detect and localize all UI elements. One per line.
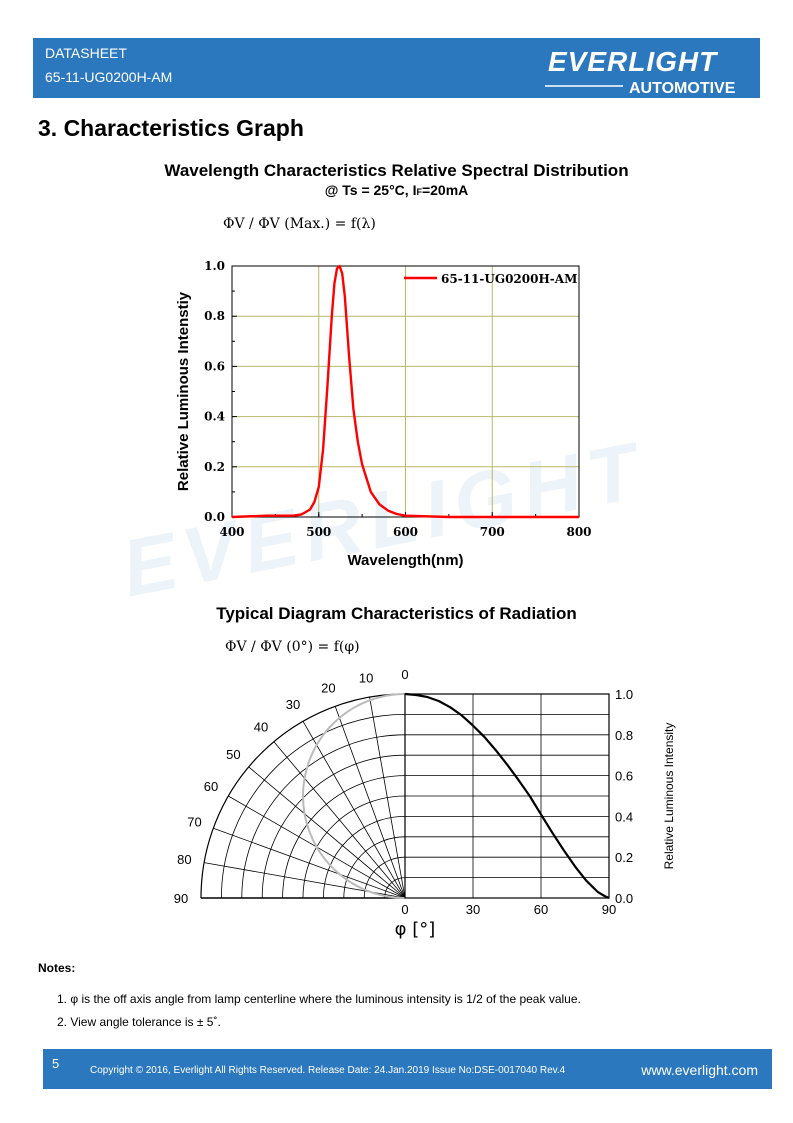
polar-angle-label: 90 bbox=[174, 891, 188, 906]
polar-ring bbox=[282, 775, 406, 899]
x-tick-label: 700 bbox=[480, 525, 505, 539]
footer-bar: 5 Copyright © 2016, Everlight All Rights… bbox=[43, 1049, 772, 1089]
header-bar: DATASHEET 65-11-UG0200H-AM EVERLIGHT AUT… bbox=[33, 38, 760, 98]
spectral-formula: ΦV / ΦV (Max.) = f(λ) bbox=[223, 216, 376, 232]
y-tick-label: 1.0 bbox=[615, 687, 633, 702]
polar-ring bbox=[302, 795, 406, 899]
y-tick-label: 0.4 bbox=[204, 410, 225, 424]
polar-ring bbox=[343, 836, 406, 899]
copyright-text: Copyright © 2016, Everlight All Rights R… bbox=[90, 1065, 566, 1076]
polar-angle-label: 30 bbox=[286, 697, 300, 712]
radiation-formula: ΦV / ΦV (0°) = f(φ) bbox=[225, 639, 360, 655]
polar-ring bbox=[200, 693, 406, 899]
radiation-chart-title: Typical Diagram Characteristics of Radia… bbox=[216, 604, 577, 623]
subtitle-sub: F bbox=[416, 187, 422, 197]
x-tick-label: 600 bbox=[393, 525, 418, 539]
polar-spoke bbox=[334, 706, 406, 899]
y-tick-label: 0.8 bbox=[204, 309, 225, 323]
x-tick-label: 0 bbox=[401, 902, 408, 917]
x-tick-label: 60 bbox=[534, 902, 548, 917]
doc-code: 65-11-UG0200H-AM bbox=[45, 69, 173, 85]
y-axis-label: Relative Luminous Intensity bbox=[662, 723, 676, 870]
everlight-logo: EVERLIGHT AUTOMOTIVE bbox=[545, 46, 736, 95]
note-1: 1. φ is the off axis angle from lamp cen… bbox=[57, 992, 581, 1006]
polar-angle-label: 40 bbox=[254, 719, 268, 734]
polar-angle-label: 0 bbox=[401, 668, 408, 682]
y-tick-label: 0.8 bbox=[615, 728, 633, 743]
legend-label: 65-11-UG0200H-AM bbox=[441, 272, 577, 286]
plot-frame bbox=[231, 265, 580, 518]
polar-spoke bbox=[273, 741, 406, 899]
notes-title: Notes: bbox=[38, 961, 76, 975]
website-link[interactable]: www.everlight.com bbox=[641, 1062, 758, 1078]
y-axis-label: Relative Luminous Intenstiy bbox=[175, 291, 192, 491]
x-tick-label: 30 bbox=[466, 902, 480, 917]
spectrum-curve bbox=[231, 264, 579, 519]
polar-ring bbox=[261, 754, 406, 899]
subtitle-main: @ Ts = 25°C, I bbox=[324, 182, 417, 198]
polar-spoke bbox=[248, 766, 406, 899]
spectral-chart-subtitle: @ Ts = 25°C, IF=20mA bbox=[0, 182, 793, 198]
logo-sub: AUTOMOTIVE bbox=[629, 80, 736, 95]
doc-label: DATASHEET bbox=[45, 45, 127, 61]
polar-angle-label: 50 bbox=[226, 747, 240, 762]
polar-spoke bbox=[369, 697, 406, 899]
y-tick-label: 1.0 bbox=[204, 259, 225, 273]
polar-angle-label: 80 bbox=[177, 852, 191, 867]
x-axis-label: Wavelength(nm) bbox=[347, 552, 463, 569]
y-tick-label: 0.0 bbox=[204, 510, 225, 524]
polar-angle-label: 20 bbox=[321, 681, 335, 696]
polar-angle-label: 10 bbox=[359, 670, 373, 685]
note-2: 2. View angle tolerance is ± 5˚. bbox=[57, 1015, 221, 1029]
polar-spoke bbox=[302, 721, 406, 899]
y-tick-label: 0.6 bbox=[204, 359, 225, 373]
polar-angle-label: 60 bbox=[204, 779, 218, 794]
y-tick-label: 0.2 bbox=[615, 850, 633, 865]
subtitle-end: =20mA bbox=[421, 182, 469, 198]
y-tick-label: 0.2 bbox=[204, 460, 225, 474]
radiation-curve bbox=[404, 692, 610, 900]
polar-spoke bbox=[213, 827, 406, 899]
polar-ring bbox=[221, 714, 406, 899]
x-axis-label: φ [°] bbox=[395, 919, 436, 940]
x-tick-label: 400 bbox=[219, 525, 244, 539]
polar-angle-label: 70 bbox=[187, 814, 201, 829]
y-tick-label: 0.4 bbox=[615, 809, 633, 824]
x-tick-label: 90 bbox=[602, 902, 616, 917]
x-tick-label: 500 bbox=[306, 525, 331, 539]
x-tick-label: 800 bbox=[566, 525, 591, 539]
polar-ring bbox=[241, 734, 406, 899]
rect-frame bbox=[404, 693, 610, 899]
y-tick-label: 0.0 bbox=[615, 891, 633, 906]
spectral-chart: 400 500 600 700 800 0.0 0.2 0.4 0.6 0.8 1.0 65-11-U… bbox=[175, 259, 592, 569]
spectral-chart-title: Wavelength Characteristics Relative Spec… bbox=[164, 161, 629, 180]
y-tick-label: 0.6 bbox=[615, 769, 633, 784]
polar-ring bbox=[323, 816, 406, 899]
logo-brand: EVERLIGHT bbox=[548, 46, 719, 77]
radiation-lobe bbox=[302, 693, 406, 899]
page-number: 5 bbox=[52, 1056, 60, 1071]
section-title: 3. Characteristics Graph bbox=[38, 115, 304, 141]
